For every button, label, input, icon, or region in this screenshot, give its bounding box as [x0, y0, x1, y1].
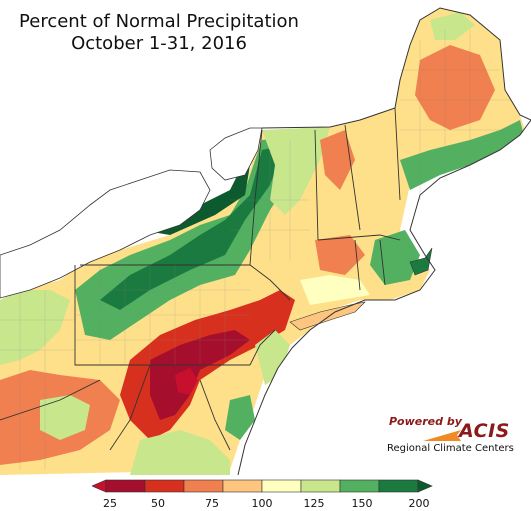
- acis-logo: Powered by ACIS Regional Climate Centers: [383, 412, 514, 458]
- lake-erie: [0, 169, 211, 299]
- long-island: [289, 301, 366, 331]
- legend-tick-label: 200: [408, 497, 430, 510]
- legend-swatch: [222, 479, 263, 493]
- green-ri: [370, 230, 420, 285]
- legend-swatch: [105, 479, 146, 493]
- precipitation-map: [0, 7, 531, 475]
- legend-tick-label: 150: [351, 497, 373, 510]
- legend-swatch: [261, 479, 302, 493]
- dark-green-core: [100, 145, 285, 310]
- orange-ma: [315, 235, 365, 275]
- legend-bar: [91, 479, 433, 493]
- logo-swoosh-icon: [423, 430, 461, 441]
- cape-cod: [409, 247, 433, 276]
- coastline: [237, 7, 531, 475]
- title-line-1: Percent of Normal Precipitation: [19, 11, 299, 32]
- green-west-edge: [0, 290, 70, 365]
- map-title: Percent of Normal Precipitation October …: [0, 11, 318, 55]
- green-north-maine: [430, 12, 475, 40]
- yellow-ct: [300, 275, 370, 305]
- legend-swatch: [144, 479, 185, 493]
- logo-subtitle: Regional Climate Centers: [387, 443, 514, 454]
- green-maine-coast: [400, 120, 525, 190]
- legend-swatch: [300, 479, 341, 493]
- legend-tick-label: 75: [205, 497, 219, 510]
- land-base: [0, 8, 525, 475]
- legend-tick-label: 25: [103, 497, 117, 510]
- logo-acis: ACIS: [459, 420, 510, 442]
- color-legend: 25 50 75 100 125 150 200: [91, 478, 436, 510]
- legend-swatch: [339, 479, 380, 493]
- county-lines: [0, 30, 510, 470]
- title-line-2: October 1-31, 2016: [71, 33, 247, 54]
- legend-arrow-high: [417, 479, 433, 493]
- lake-ontario: [209, 127, 263, 181]
- green-delmarva: [225, 395, 255, 440]
- green-zone-north: [262, 127, 330, 215]
- logo-powered-by: Powered by: [389, 415, 462, 428]
- orange-maine: [415, 45, 495, 130]
- legend-swatch: [183, 479, 224, 493]
- legend-tick-label: 100: [251, 497, 273, 510]
- legend-tick-label: 50: [151, 497, 165, 510]
- legend-tick-label: 125: [303, 497, 325, 510]
- green-south: [130, 430, 230, 475]
- orange-vt: [320, 130, 355, 190]
- atlantic: [238, 120, 531, 475]
- green-wv: [40, 395, 90, 440]
- dark-red-spot: [175, 368, 198, 395]
- legend-swatch: [378, 479, 419, 493]
- legend-arrow-low: [91, 479, 107, 493]
